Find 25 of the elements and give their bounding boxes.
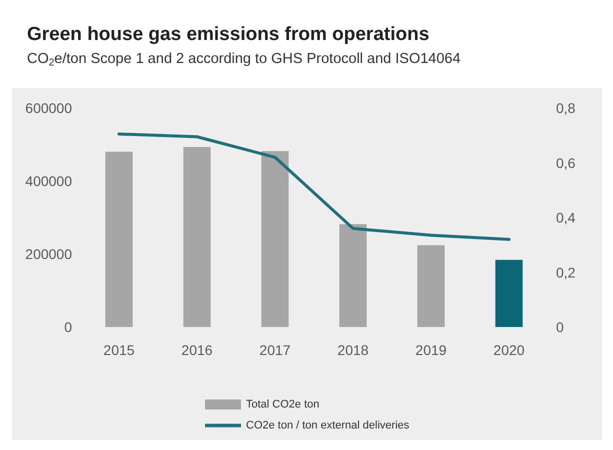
legend-label: Total CO2e ton (246, 398, 320, 410)
x-tick-label: 2017 (259, 342, 291, 358)
chart-title: Green house gas emissions from operations (27, 24, 430, 45)
x-tick-label: 2018 (337, 342, 369, 358)
y2-tick-label: 0 (556, 319, 564, 335)
y2-tick-label: 0,8 (556, 100, 576, 116)
bar (495, 260, 523, 327)
y2-tick-label: 0,2 (556, 264, 576, 280)
bar (417, 245, 445, 327)
bar (261, 151, 289, 327)
y-tick-label: 400000 (25, 173, 72, 189)
x-tick-label: 2019 (415, 342, 447, 358)
x-tick-label: 2020 (493, 342, 525, 358)
y-tick-label: 200000 (25, 246, 72, 262)
line-series (118, 132, 510, 241)
y-tick-label: 600000 (25, 100, 72, 116)
x-tick-label: 2015 (103, 342, 135, 358)
y2-tick-label: 0,6 (556, 154, 576, 171)
bar (105, 152, 133, 327)
bar (339, 224, 367, 327)
bar (183, 147, 211, 327)
x-tick-label: 2016 (181, 342, 213, 358)
y-tick-label: 0 (64, 319, 72, 335)
legend-label: CO2e ton / ton external deliveries (246, 420, 410, 432)
y2-tick-label: 0,4 (556, 210, 576, 226)
